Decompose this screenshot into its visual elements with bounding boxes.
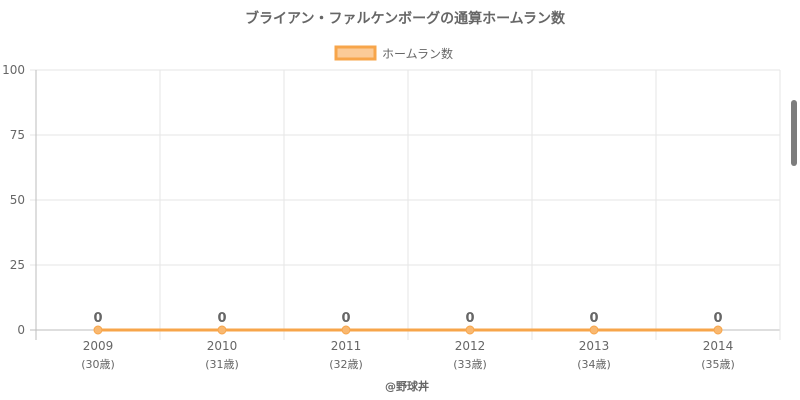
data-label: 0	[217, 311, 226, 326]
plot-area: 0 25 50 75 100 2009 (30歳) 2010 (31歳) 2011 (32歳) 201…	[2, 63, 781, 371]
data-label: 0	[93, 311, 102, 326]
footer-credit: @野球丼	[385, 379, 429, 393]
legend-swatch	[334, 45, 377, 61]
y-tick-label: 100	[2, 63, 25, 77]
data-point	[341, 325, 351, 335]
x-tick-label: 2010	[207, 339, 238, 353]
legend[interactable]: ホームラン数	[334, 45, 453, 61]
data-point	[589, 325, 599, 335]
x-tick-sublabel: (33歳)	[453, 358, 487, 371]
y-tick-label: 0	[17, 323, 25, 337]
x-tick-sublabel: (35歳)	[701, 358, 735, 371]
data-label: 0	[589, 311, 598, 326]
y-tick-label: 50	[10, 193, 25, 207]
data-label: 0	[713, 311, 722, 326]
data-point	[217, 325, 227, 335]
data-point	[93, 325, 103, 335]
x-tick-sublabel: (34歳)	[577, 358, 611, 371]
scrollbar-thumb[interactable]	[791, 100, 797, 166]
y-tick-label: 75	[10, 128, 25, 142]
data-point	[713, 325, 723, 335]
x-tick-sublabel: (32歳)	[329, 358, 363, 371]
data-point	[465, 325, 475, 335]
x-tick-sublabel: (30歳)	[81, 358, 115, 371]
data-label: 0	[465, 311, 474, 326]
chart-title: ブライアン・ファルケンボーグの通算ホームラン数	[245, 10, 566, 27]
x-tick-label: 2011	[331, 339, 362, 353]
data-label: 0	[341, 311, 350, 326]
x-tick-label: 2012	[455, 339, 486, 353]
legend-label: ホームラン数	[382, 46, 453, 61]
x-tick-label: 2014	[703, 339, 734, 353]
x-tick-sublabel: (31歳)	[205, 358, 239, 371]
x-tick-label: 2009	[83, 339, 114, 353]
y-tick-label: 25	[10, 258, 25, 272]
x-tick-label: 2013	[579, 339, 610, 353]
